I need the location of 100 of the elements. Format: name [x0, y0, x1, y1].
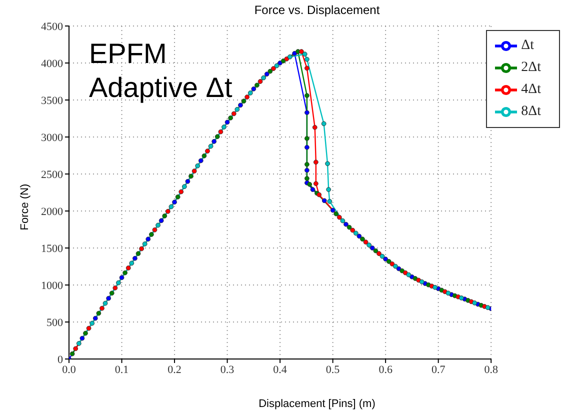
point [287, 54, 292, 60]
x-tick-label: 0.1 [114, 364, 129, 376]
point [202, 153, 207, 158]
point [304, 56, 310, 62]
point [304, 66, 310, 71]
point [312, 124, 318, 130]
point [350, 228, 356, 233]
point [310, 187, 316, 192]
legend-label: Δt [521, 38, 534, 54]
point [70, 351, 75, 356]
x-tick-label: 0.0 [62, 364, 76, 376]
x-tick-label: 0.8 [484, 364, 498, 376]
point [188, 174, 194, 179]
y-tick-label: 2500 [41, 168, 64, 181]
point [313, 160, 318, 165]
point [129, 260, 134, 266]
point [274, 63, 280, 68]
point [254, 82, 260, 88]
point [83, 330, 88, 336]
point [162, 214, 168, 218]
point [109, 290, 114, 296]
legend-label: 4Δt [521, 82, 541, 98]
point [158, 218, 164, 224]
legend-label: 8Δt [521, 104, 541, 120]
point [122, 270, 128, 276]
x-axis-title: Displacement [Pins] (m) [258, 398, 376, 410]
point [90, 320, 95, 326]
point [222, 124, 226, 130]
chart-title: Force vs. Displacement [253, 3, 381, 17]
point [419, 279, 424, 284]
y-tick-label: 1500 [41, 242, 64, 255]
point [224, 120, 230, 125]
point [373, 248, 378, 254]
y-axis-title: Force (N) [19, 184, 31, 230]
y-tick-label: 4000 [41, 58, 64, 70]
point [212, 138, 217, 144]
point [205, 148, 210, 154]
y-tick-label: 3500 [41, 94, 64, 107]
point [336, 214, 342, 220]
point [234, 106, 240, 112]
point [76, 341, 82, 346]
point [112, 286, 118, 290]
point [307, 182, 312, 187]
point [106, 296, 112, 301]
point [485, 305, 490, 310]
point [80, 336, 85, 341]
point [472, 300, 478, 306]
point [304, 136, 310, 141]
point [298, 49, 304, 54]
point [156, 222, 160, 228]
point [304, 168, 310, 173]
x-tick-label: 0.3 [220, 364, 235, 376]
point [192, 168, 197, 174]
y-tick-label: 4500 [41, 20, 64, 33]
point [353, 230, 358, 236]
point [327, 198, 332, 204]
point [326, 187, 332, 192]
x-tick-label: 0.5 [326, 364, 340, 376]
y-tick-label: 2000 [41, 206, 64, 218]
point [313, 181, 318, 186]
point [261, 75, 266, 80]
point [146, 236, 151, 242]
point [386, 259, 392, 264]
annotation: Adaptive Δt [89, 72, 232, 104]
point [376, 251, 382, 256]
point [165, 208, 170, 214]
point [363, 240, 368, 245]
point [231, 111, 236, 116]
x-tick-label: 0.7 [431, 364, 446, 376]
point [356, 234, 362, 239]
point [344, 222, 348, 227]
point [370, 246, 375, 250]
point [304, 93, 310, 98]
point [304, 176, 310, 181]
point [366, 242, 372, 248]
point [116, 280, 121, 286]
point [136, 251, 141, 256]
point [172, 200, 177, 205]
point [175, 194, 180, 200]
point [139, 246, 144, 252]
point [432, 284, 438, 290]
point [325, 161, 330, 166]
point [264, 72, 270, 77]
point [304, 110, 310, 116]
point [446, 290, 451, 296]
point [271, 66, 276, 71]
point [241, 98, 246, 104]
legend-label: 2Δt [521, 60, 541, 76]
point [185, 178, 190, 184]
point [195, 163, 200, 168]
y-tick-label: 0 [58, 354, 64, 366]
point [152, 227, 158, 232]
point [330, 208, 336, 213]
point [280, 58, 286, 64]
point [96, 310, 102, 316]
point [214, 134, 220, 140]
point [132, 256, 138, 261]
point [393, 264, 398, 269]
point [228, 115, 234, 120]
x-tick-label: 0.6 [378, 364, 393, 376]
